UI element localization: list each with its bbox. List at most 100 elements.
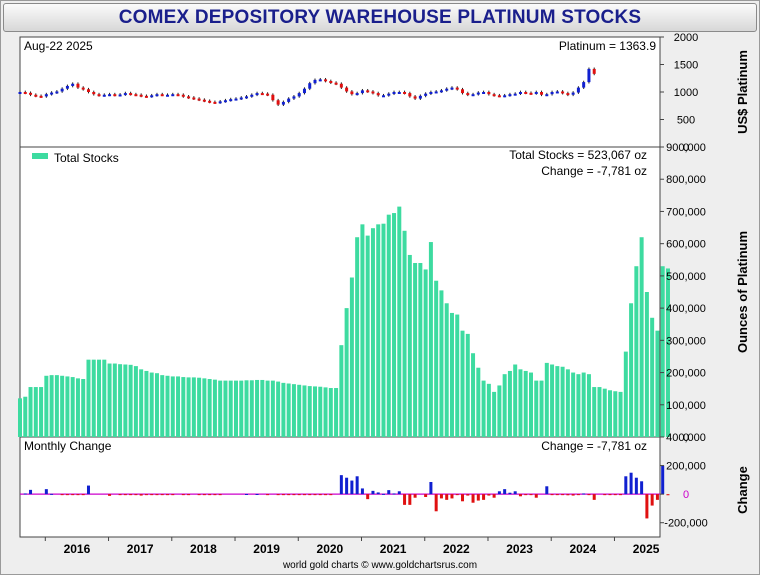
price-candle: [366, 90, 370, 93]
price-candle: [403, 92, 407, 94]
price-candle: [166, 94, 170, 97]
price-candle: [139, 94, 143, 97]
price-candle: [324, 79, 328, 82]
stock-bar: [139, 369, 144, 437]
stock-bar: [449, 312, 454, 437]
price-candle: [197, 98, 201, 101]
stocks-tick-label: 200,000: [666, 368, 706, 380]
price-candle: [181, 94, 185, 97]
stock-bar: [39, 387, 44, 437]
price-candle: [239, 97, 243, 100]
stock-bar: [655, 330, 660, 437]
price-candle: [508, 94, 512, 97]
stock-bar: [291, 384, 296, 437]
stock-bar: [128, 364, 133, 437]
change-bar: [266, 494, 270, 496]
change-tick-label: -200,000: [664, 518, 707, 530]
stock-bar: [597, 387, 602, 437]
change-bar: [392, 493, 396, 495]
price-candle: [86, 89, 90, 92]
price-candle: [450, 87, 454, 90]
stock-bar: [144, 370, 149, 437]
change-bar: [592, 494, 596, 500]
stock-bar: [307, 386, 312, 437]
stock-bar: [228, 380, 233, 437]
change-bar: [445, 494, 449, 500]
price-candle: [34, 94, 38, 97]
change-bar: [213, 494, 217, 496]
change-bar: [313, 494, 317, 496]
stock-bar: [486, 383, 491, 437]
change-tick-label: 400,000: [666, 432, 706, 444]
price-candle: [566, 93, 570, 96]
price-candle: [376, 93, 380, 96]
stock-bar: [133, 366, 138, 437]
change-panel-title: Monthly Change: [24, 439, 112, 453]
stock-bar: [286, 383, 291, 437]
stock-bar: [65, 376, 70, 437]
stock-bar: [644, 292, 649, 437]
price-value-label: Platinum = 1363.9: [559, 39, 656, 53]
change-axis-title: Change: [735, 466, 750, 514]
stock-bar: [176, 376, 181, 437]
change-bar: [297, 494, 301, 496]
stock-bar: [629, 303, 634, 437]
stock-bar: [281, 382, 286, 437]
price-candle: [334, 82, 338, 85]
price-candle: [102, 94, 106, 97]
price-candle: [434, 91, 438, 94]
chart-title: COMEX DEPOSITORY WAREHOUSE PLATINUM STOC…: [118, 7, 642, 28]
stock-bar: [28, 387, 33, 437]
stock-bar: [207, 379, 212, 437]
price-candle: [276, 100, 280, 105]
change-bar: [461, 494, 465, 502]
change-bar: [366, 494, 370, 500]
stock-bar: [444, 303, 449, 437]
stock-bar: [423, 269, 428, 437]
change-bar: [197, 494, 201, 496]
price-candle: [297, 93, 301, 97]
change-bar: [171, 494, 175, 496]
price-candle: [424, 93, 428, 96]
stock-bar: [86, 359, 91, 437]
price-candle: [524, 92, 528, 94]
stock-bar: [23, 396, 28, 437]
price-candle: [381, 95, 385, 98]
stocks-tick-label: 700,000: [666, 206, 706, 218]
change-bar: [276, 494, 280, 496]
change-bar: [613, 494, 617, 496]
change-bar: [345, 477, 349, 495]
stock-bar: [313, 386, 318, 437]
price-candle: [245, 96, 249, 99]
stock-bar: [318, 386, 323, 437]
change-bar: [360, 488, 364, 495]
change-bar: [208, 494, 212, 496]
price-tick-label: 500: [677, 115, 695, 127]
change-bar: [413, 494, 417, 498]
stocks-legend-label: Total Stocks: [54, 151, 119, 165]
price-candle: [371, 91, 375, 94]
price-candle: [202, 99, 206, 102]
price-candle: [60, 88, 64, 92]
stock-bar: [381, 223, 386, 437]
stock-bar: [386, 214, 391, 437]
change-bar: [471, 494, 475, 503]
price-candle: [350, 91, 354, 95]
change-bar: [513, 491, 517, 495]
stock-bar: [507, 370, 512, 437]
price-candle: [18, 92, 22, 94]
stock-bar: [613, 391, 618, 437]
price-candle: [260, 93, 264, 96]
stock-bar: [434, 280, 439, 437]
price-candle: [81, 87, 85, 90]
change-bar: [566, 494, 570, 496]
change-bar: [545, 486, 549, 495]
price-candle: [223, 100, 227, 103]
price-candle: [187, 96, 191, 99]
stock-bar: [428, 242, 433, 437]
stock-bar: [339, 345, 344, 437]
change-bar: [550, 494, 554, 496]
change-bar: [603, 494, 607, 496]
change-bar: [302, 494, 306, 496]
price-candle: [482, 92, 486, 94]
